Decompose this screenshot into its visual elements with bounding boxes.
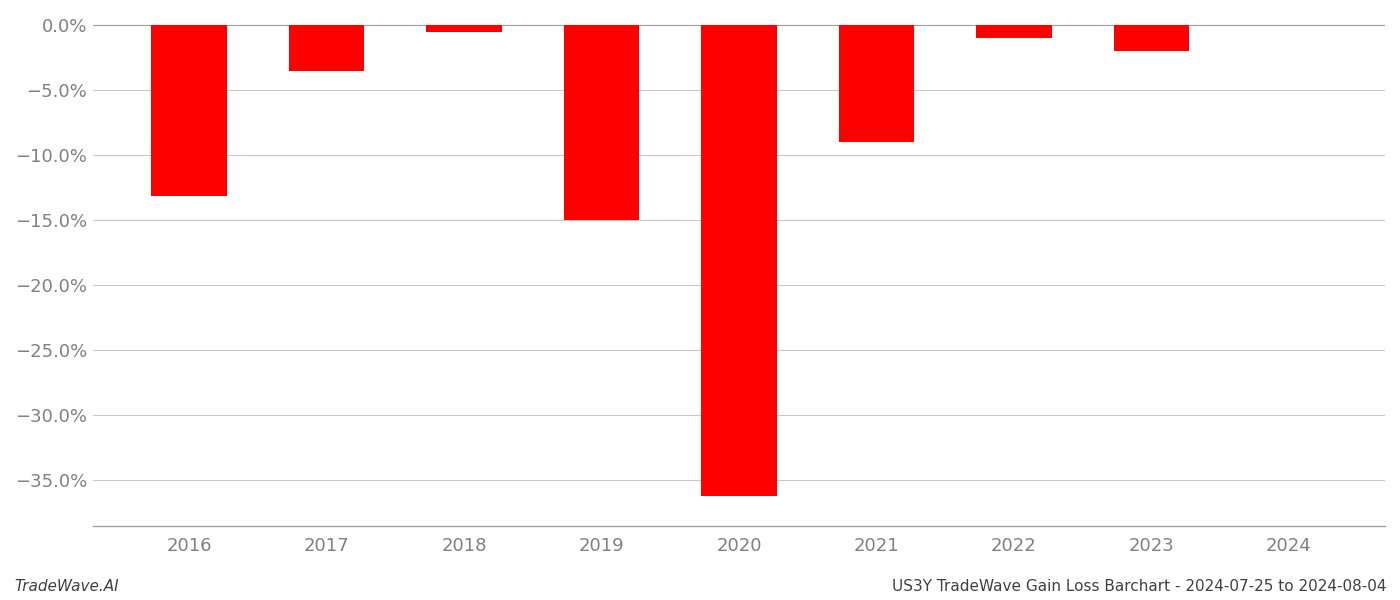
Bar [426, 25, 501, 32]
Bar [839, 25, 914, 142]
Bar [288, 25, 364, 71]
Bar [701, 25, 777, 496]
Text: US3Y TradeWave Gain Loss Barchart - 2024-07-25 to 2024-08-04: US3Y TradeWave Gain Loss Barchart - 2024… [892, 579, 1386, 594]
Text: TradeWave.AI: TradeWave.AI [14, 579, 119, 594]
Bar [976, 25, 1051, 38]
Bar [151, 25, 227, 196]
Bar [564, 25, 640, 220]
Bar [1113, 25, 1189, 52]
